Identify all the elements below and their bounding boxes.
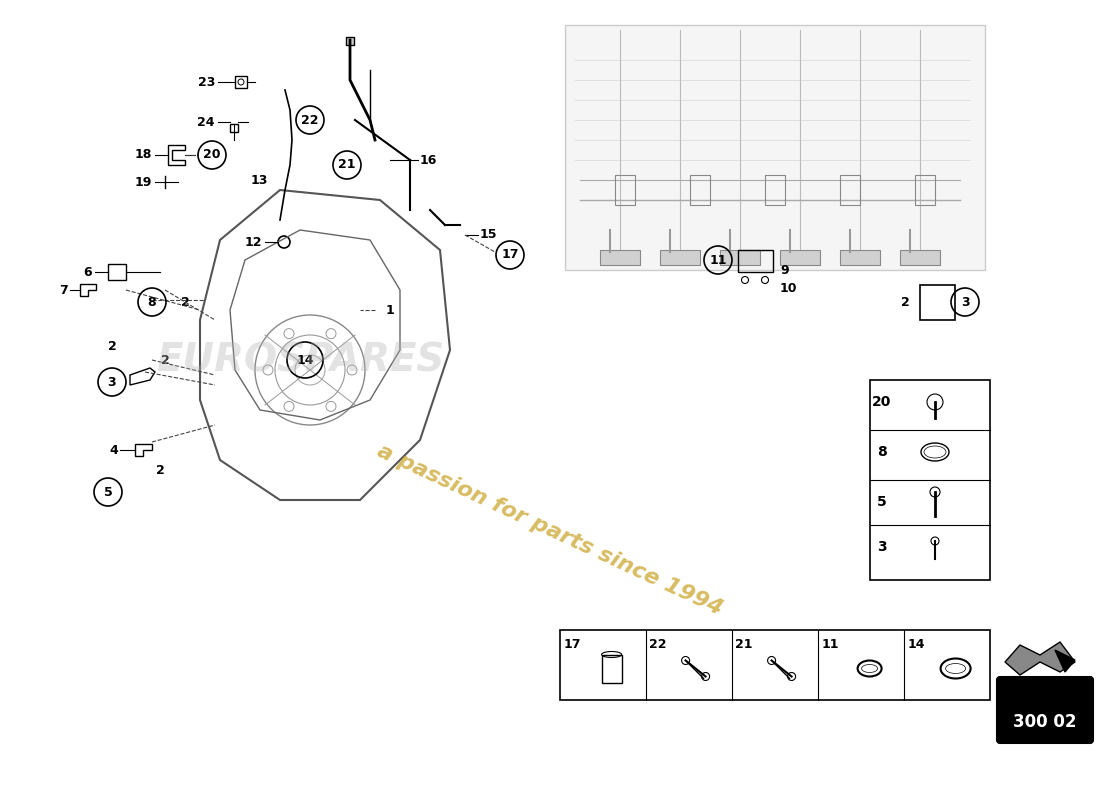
Bar <box>690 175 710 205</box>
Text: EUROSPARES: EUROSPARES <box>156 341 444 379</box>
Polygon shape <box>1055 650 1075 672</box>
Bar <box>870 380 990 580</box>
Text: 11: 11 <box>710 254 727 266</box>
Bar <box>600 250 640 265</box>
Text: 17: 17 <box>563 638 581 650</box>
Text: 20: 20 <box>872 395 892 409</box>
Text: 10: 10 <box>780 282 798 294</box>
Text: 20: 20 <box>204 149 221 162</box>
Text: 1: 1 <box>386 303 395 317</box>
Text: 7: 7 <box>59 283 68 297</box>
Text: 18: 18 <box>134 149 152 162</box>
Text: 8: 8 <box>877 445 887 459</box>
Text: 5: 5 <box>877 495 887 509</box>
Bar <box>565 25 984 270</box>
Text: 3: 3 <box>960 295 969 309</box>
Bar <box>346 37 354 45</box>
Text: 300 02: 300 02 <box>1013 713 1077 731</box>
Text: 11: 11 <box>822 638 838 650</box>
Bar <box>235 76 248 88</box>
Text: 6: 6 <box>84 266 92 278</box>
Text: 8: 8 <box>147 295 156 309</box>
Text: 24: 24 <box>198 115 214 129</box>
Text: 2: 2 <box>155 463 164 477</box>
Text: 12: 12 <box>244 235 262 249</box>
FancyBboxPatch shape <box>997 677 1093 743</box>
Text: 15: 15 <box>480 229 497 242</box>
Text: 13: 13 <box>251 174 268 186</box>
Text: 19: 19 <box>134 175 152 189</box>
Bar <box>230 124 238 132</box>
Text: 4: 4 <box>109 443 118 457</box>
Text: 3: 3 <box>877 540 887 554</box>
Text: 9: 9 <box>780 263 789 277</box>
Bar <box>602 654 621 682</box>
Bar <box>840 250 880 265</box>
Bar <box>915 175 935 205</box>
Bar <box>720 250 760 265</box>
Bar <box>108 264 126 280</box>
Text: 14: 14 <box>908 638 925 650</box>
Bar <box>615 175 635 205</box>
Bar <box>764 175 785 205</box>
Bar <box>920 285 955 320</box>
Text: 3: 3 <box>108 375 117 389</box>
Text: 23: 23 <box>198 75 214 89</box>
Text: 22: 22 <box>649 638 667 650</box>
Text: 2: 2 <box>180 295 189 309</box>
Text: 22: 22 <box>301 114 319 126</box>
Text: 2: 2 <box>108 341 117 354</box>
Text: a passion for parts since 1994: a passion for parts since 1994 <box>374 441 726 619</box>
Bar <box>560 630 990 700</box>
Bar <box>840 175 860 205</box>
Text: 21: 21 <box>735 638 752 650</box>
Text: 2: 2 <box>901 295 910 309</box>
Text: 21: 21 <box>339 158 355 171</box>
Text: 5: 5 <box>103 486 112 498</box>
Text: 2: 2 <box>161 354 169 366</box>
Polygon shape <box>1005 642 1075 675</box>
Bar <box>900 250 940 265</box>
Bar <box>780 250 820 265</box>
Text: 17: 17 <box>502 249 519 262</box>
Text: 14: 14 <box>296 354 314 366</box>
Bar <box>738 250 773 272</box>
Text: 16: 16 <box>420 154 438 166</box>
Bar <box>660 250 700 265</box>
